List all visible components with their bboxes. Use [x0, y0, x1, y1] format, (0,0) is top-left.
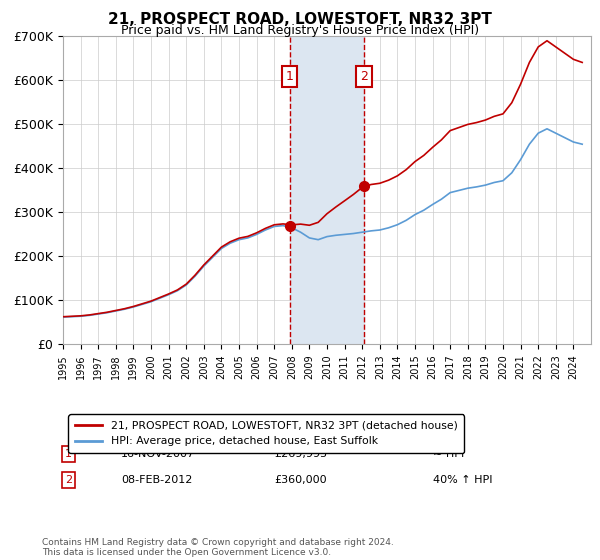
Legend: 21, PROSPECT ROAD, LOWESTOFT, NR32 3PT (detached house), HPI: Average price, det: 21, PROSPECT ROAD, LOWESTOFT, NR32 3PT (… — [68, 414, 464, 453]
Text: £360,000: £360,000 — [274, 475, 327, 485]
Text: 21, PROSPECT ROAD, LOWESTOFT, NR32 3PT: 21, PROSPECT ROAD, LOWESTOFT, NR32 3PT — [108, 12, 492, 27]
Text: 08-FEB-2012: 08-FEB-2012 — [121, 475, 193, 485]
Text: 2: 2 — [65, 475, 72, 485]
Text: £269,995: £269,995 — [274, 449, 328, 459]
Text: Price paid vs. HM Land Registry's House Price Index (HPI): Price paid vs. HM Land Registry's House … — [121, 24, 479, 37]
Text: 16-NOV-2007: 16-NOV-2007 — [121, 449, 195, 459]
Text: 2: 2 — [360, 70, 368, 83]
Text: 1: 1 — [65, 449, 72, 459]
Text: ≈ HPI: ≈ HPI — [433, 449, 464, 459]
Text: 1: 1 — [286, 70, 293, 83]
Text: 40% ↑ HPI: 40% ↑ HPI — [433, 475, 492, 485]
Text: Contains HM Land Registry data © Crown copyright and database right 2024.
This d: Contains HM Land Registry data © Crown c… — [42, 538, 394, 557]
Bar — [290, 36, 364, 344]
